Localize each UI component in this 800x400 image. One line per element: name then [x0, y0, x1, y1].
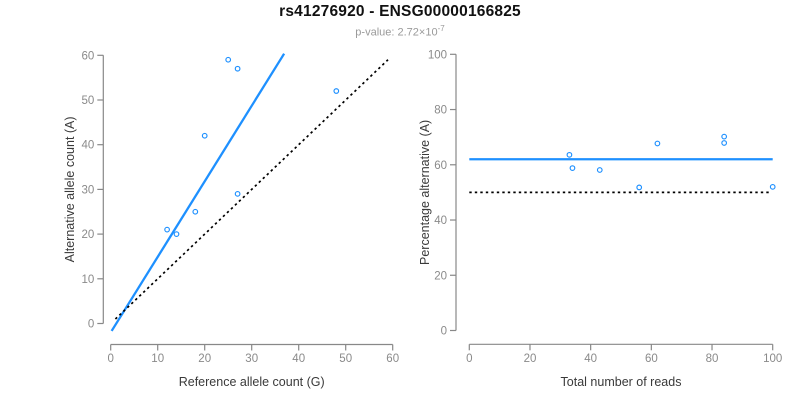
data-point [636, 184, 643, 191]
data-point [173, 231, 180, 237]
x-tick-label: 20 [198, 353, 211, 365]
data-point [721, 133, 728, 140]
fit-line [110, 53, 286, 332]
x-axis-title: Reference allele count (G) [179, 375, 325, 389]
pvalue-exponent: -7 [437, 24, 445, 33]
y-tick-label: 0 [88, 319, 94, 331]
pvalue-text: p-value: 2.72×10 [355, 26, 438, 39]
y-axis-title: Percentage alternative (A) [418, 120, 432, 265]
data-point [234, 65, 241, 72]
y-axis-title: Alternative allele count (A) [63, 116, 77, 262]
x-tick-label: 60 [645, 353, 658, 365]
data-point [654, 140, 661, 147]
data-point [192, 208, 199, 215]
data-point [569, 165, 576, 171]
identity-line [114, 59, 389, 320]
y-tick-label: 20 [434, 270, 447, 282]
x-tick-label: 10 [151, 353, 164, 365]
y-tick-label: 40 [82, 140, 95, 152]
x-tick-label: 50 [339, 353, 352, 365]
data-point [164, 226, 170, 233]
data-point [769, 184, 776, 190]
right-plot-percentage: 0 20 40 60 80 100 0 20 40 60 80 100 Total number of … [418, 49, 782, 389]
x-tick-label: 60 [386, 353, 399, 365]
y-tick-label: 20 [82, 229, 95, 241]
data-point [234, 190, 241, 197]
data-point [333, 88, 340, 94]
data-point [721, 140, 728, 146]
y-tick-label: 60 [82, 50, 95, 62]
x-tick-label: 40 [584, 353, 597, 365]
y-tick-label: 0 [441, 326, 447, 338]
data-point [596, 167, 603, 173]
plot-title: rs41276920 - ENSG00000166825 [279, 3, 521, 20]
x-tick-label: 30 [245, 353, 258, 365]
y-tick-label: 10 [82, 274, 95, 286]
data-point [225, 56, 232, 63]
y-tick-label: 80 [434, 105, 447, 117]
data-point [201, 132, 208, 139]
x-tick-label: 40 [292, 353, 305, 365]
x-tick-label: 100 [763, 353, 782, 365]
figure-header: rs41276920 - ENSG00000166825 p-value: 2.… [0, 3, 800, 39]
x-axis-title: Total number of reads [561, 375, 682, 389]
x-tick-label: 20 [524, 353, 537, 365]
data-point [566, 151, 573, 158]
y-tick-label: 60 [434, 160, 447, 172]
left-plot-allele-counts: 0 10 20 30 40 50 60 0 10 20 30 40 50 60 Reference alle… [63, 50, 399, 389]
x-tick-label: 0 [107, 353, 113, 365]
y-tick-label: 30 [82, 184, 95, 196]
x-tick-label: 0 [466, 353, 472, 365]
plot-subtitle: p-value: 2.72×10-7 [0, 24, 800, 39]
x-tick-label: 80 [706, 353, 719, 365]
y-tick-label: 40 [434, 215, 447, 227]
y-tick-label: 100 [428, 49, 447, 61]
y-tick-label: 50 [82, 95, 95, 107]
